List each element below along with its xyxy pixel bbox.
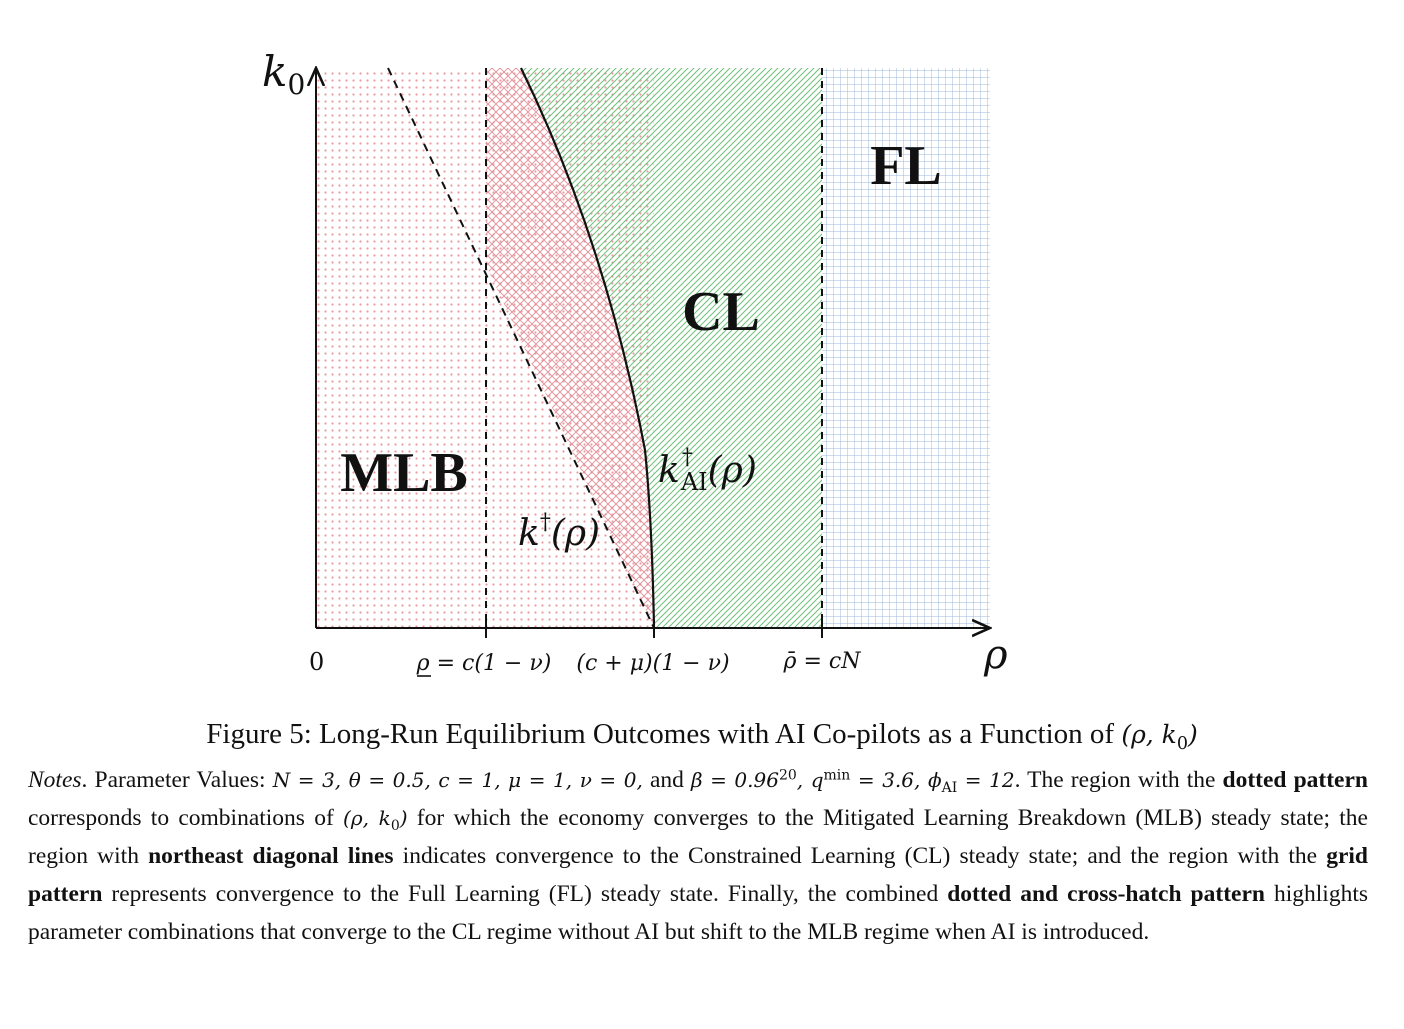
region-label-fl: FL (870, 135, 942, 197)
tick-label-origin: 0 (309, 648, 324, 676)
figure-caption: Figure 5: Long-Run Equilibrium Outcomes … (0, 718, 1404, 754)
notes-bold-dotted: dotted pattern (1222, 767, 1368, 793)
k-ai-curve (520, 67, 656, 629)
mlb-crosshatch-region (486, 68, 654, 628)
caption-text: Figure 5: Long-Run Equilibrium Outcomes … (206, 718, 1122, 750)
caption-math: (ρ, k0) (1121, 720, 1198, 754)
cl-diagonal-region (521, 68, 822, 628)
curve-label-k-ai: k† AI(ρ) (658, 445, 757, 496)
curve-label-k-dagger: k†(ρ) (518, 510, 600, 554)
tick-label-rho-mid: (c + μ)(1 − ν) (576, 651, 729, 676)
equilibrium-figure: k0 ρ 0 ρ = c(1 − ν) (c + μ)(1 − ν) ρ̄ = … (262, 47, 1008, 678)
notes-bold-crosshatch: dotted and cross-hatch pattern (947, 881, 1265, 907)
tick-label-rho-high: ρ̄ = cN (783, 649, 862, 674)
figure-notes: Notes. Parameter Values: N = 3, θ = 0.5,… (28, 767, 1368, 945)
x-axis-label: ρ (983, 632, 1008, 678)
notes-bold-grid: grid pattern (28, 843, 1368, 907)
notes-bold-diagonal: northeast diagonal lines (148, 843, 394, 869)
k-dagger-curve (387, 67, 655, 629)
notes-label: Notes (28, 767, 82, 793)
fl-grid-region (822, 68, 990, 628)
y-axis-label: k0 (262, 47, 305, 101)
tick-label-rho-low: ρ = c(1 − ν) (416, 651, 552, 676)
region-label-mlb: MLB (340, 442, 468, 504)
region-label-cl: CL (682, 281, 760, 343)
notes-params: N = 3, θ = 0.5, c = 1, μ = 1, ν = 0, (272, 768, 643, 792)
